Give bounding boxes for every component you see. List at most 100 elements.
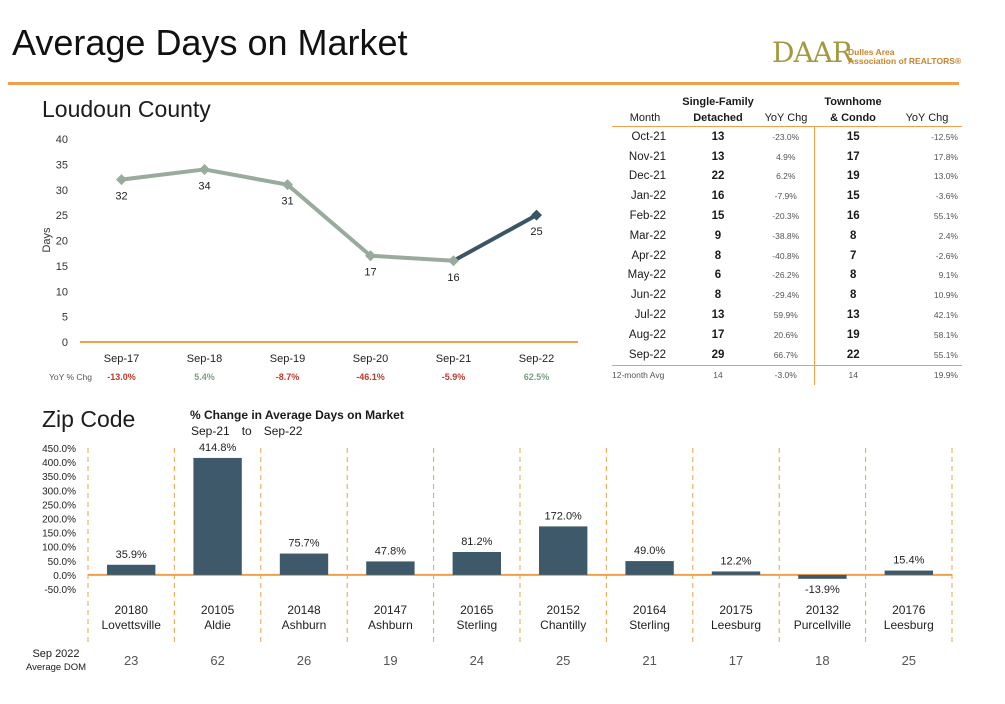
th-cell: 17 — [846, 150, 860, 163]
y-tick-label: 50.0% — [48, 557, 76, 568]
header-rule — [8, 82, 959, 85]
th-cell: 19 — [846, 328, 860, 341]
line-segment — [285, 182, 373, 258]
town-label: Purcellville — [794, 618, 852, 632]
zip-code-label: 20152 — [547, 603, 581, 617]
sfd-chg-cell: 4.9% — [758, 146, 815, 167]
avg-label: 12-month Avg — [612, 364, 678, 386]
month-cell: Feb-22 — [629, 210, 666, 223]
th-cell: 19 — [846, 170, 860, 183]
y-tick-label: 25 — [56, 210, 68, 222]
y-tick-label: 30 — [56, 185, 68, 197]
th-chg-cell: 55.1% — [933, 349, 958, 360]
zip-code-label: 20175 — [719, 603, 753, 617]
table-header-row: Month Single-Family Detached YoY Chg Town… — [612, 92, 962, 127]
sfd-chg-cell: -26.2% — [758, 265, 815, 286]
zip-code-label: 20165 — [460, 603, 494, 617]
town-label: Leesburg — [711, 618, 761, 632]
logo-text: Dulles Area Association of REALTORS® — [848, 48, 961, 66]
bar — [884, 570, 933, 575]
line-point — [282, 179, 293, 191]
zip-code-label: 20132 — [806, 603, 840, 617]
data-label: 34 — [198, 180, 210, 192]
th-chg-cell: 10.9% — [933, 290, 958, 301]
line-segment — [202, 167, 290, 187]
avg-dom-label: Sep 2022 Average DOM — [20, 648, 92, 674]
line-segment — [368, 253, 456, 263]
table-row: Oct-21 13 -23.0% 15 -12.5% — [612, 126, 962, 147]
bar — [366, 561, 415, 575]
sfd-cell: 17 — [711, 328, 725, 341]
sfd-chg-cell: -7.9% — [758, 186, 815, 207]
bar — [798, 574, 847, 579]
data-label: 32 — [115, 191, 127, 203]
y-tick-label: 0.0% — [53, 571, 76, 582]
bar-label: 49.0% — [634, 545, 665, 557]
town-label: Aldie — [204, 618, 231, 632]
month-cell: Mar-22 — [629, 229, 666, 242]
sfd-chg-cell: -38.8% — [758, 225, 815, 246]
y-tick-label: 450.0% — [42, 444, 76, 455]
loudoun-line-chart: 0 5 10 15 20 25 30 35 40 Days 32 Sep-17 -13.0% 34 Sep-… — [41, 134, 578, 382]
bar — [539, 526, 588, 575]
x-tick-label: Sep-18 — [187, 353, 222, 365]
dom-label-line-2: Average DOM — [25, 662, 86, 673]
bar-label: 35.9% — [116, 549, 147, 561]
range-to: Sep-22 — [263, 424, 303, 438]
y-tick-label: 150.0% — [42, 529, 76, 540]
sfd-cell: 13 — [711, 150, 725, 163]
avg-dom-value: 23 — [124, 653, 138, 668]
avg-th: 14 — [814, 364, 892, 386]
bar-label: 172.0% — [545, 510, 583, 522]
avg-sfd-chg: -3.0% — [758, 364, 815, 386]
zip-code-label: 20148 — [287, 603, 321, 617]
yoy-value: -46.1% — [356, 372, 385, 382]
table-row: Sep-22 29 66.7% 22 55.1% — [612, 344, 962, 366]
y-tick-label: 100.0% — [42, 543, 76, 554]
bar — [279, 553, 329, 575]
zip-code-label: 20176 — [892, 603, 926, 617]
zip-code-label: 20147 — [374, 603, 408, 617]
sfd-chg-cell: -40.8% — [758, 245, 815, 266]
x-tick-label: Sep-20 — [353, 353, 388, 365]
yoy-value: -13.0% — [107, 372, 136, 382]
zip-range: Sep-21 to Sep-22 — [191, 424, 314, 438]
zip-bar-chart: -50.0% 0.0% 50.0% 100.0% 150.0% 200.0% 250.0% 3… — [42, 442, 953, 668]
month-cell: Jan-22 — [630, 190, 666, 203]
sfd-cell: 13 — [711, 309, 725, 322]
town-label: Chantilly — [540, 618, 586, 632]
y-tick-label: 15 — [56, 261, 68, 273]
yoy-value: 62.5% — [524, 372, 550, 382]
avg-dom-value: 24 — [470, 653, 484, 668]
yoy-label: YoY % Chg — [49, 372, 92, 382]
avg-dom-value: 62 — [210, 653, 224, 668]
y-axis-label: Days — [41, 227, 53, 253]
data-label: 16 — [447, 272, 459, 284]
avg-dom-value: 26 — [297, 653, 311, 668]
month-cell: Aug-22 — [628, 328, 666, 341]
sfd-cell: 6 — [714, 269, 722, 282]
table-row: Apr-22 8 -40.8% 7 -2.6% — [612, 245, 962, 266]
data-label: 25 — [530, 226, 542, 238]
avg-dom-value: 19 — [383, 653, 397, 668]
th-chg-cell: 2.4% — [938, 230, 958, 241]
dom-label-line-1: Sep 2022 — [32, 648, 80, 660]
table-row: Dec-21 22 6.2% 19 13.0% — [612, 166, 962, 187]
town-label: Lovettsville — [102, 618, 162, 632]
y-tick-label: -50.0% — [44, 585, 76, 596]
county-title: Loudoun County — [42, 96, 211, 122]
table-row: Jun-22 8 -29.4% 8 10.9% — [612, 285, 962, 306]
table-avg-row: 12-month Avg 14 -3.0% 14 19.9% — [612, 364, 962, 386]
sfd-chg-cell: 20.6% — [758, 324, 815, 345]
sfd-cell: 29 — [711, 348, 725, 361]
sfd-cell: 22 — [711, 170, 725, 183]
header-single-family: Single-Family Detached — [678, 92, 758, 127]
table-row: Feb-22 15 -20.3% 16 55.1% — [612, 206, 962, 226]
sfd-chg-cell: -20.3% — [758, 206, 815, 226]
y-tick-label: 20 — [56, 236, 68, 248]
th-cell: 7 — [850, 249, 857, 262]
town-label: Leesburg — [884, 618, 934, 632]
sfd-chg-cell: 6.2% — [758, 166, 815, 187]
table-row: Jul-22 13 59.9% 13 42.1% — [612, 305, 962, 325]
table-row: Nov-21 13 4.9% 17 17.8% — [612, 146, 962, 167]
